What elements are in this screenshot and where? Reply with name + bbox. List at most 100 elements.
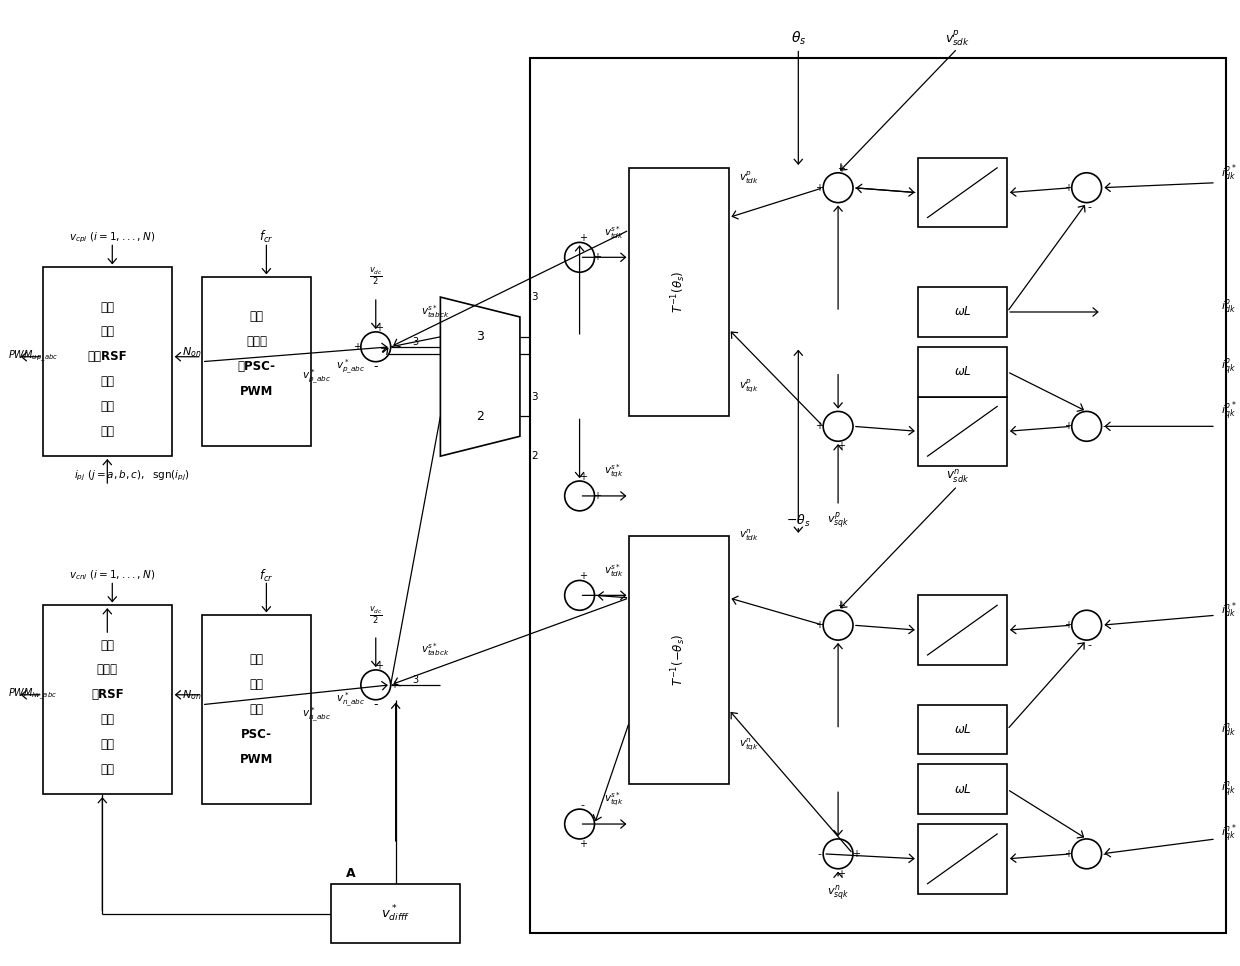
Text: +: + [815, 421, 823, 432]
Polygon shape [440, 298, 520, 456]
Text: -: - [1087, 203, 1091, 213]
Text: -: - [392, 342, 396, 352]
Text: +: + [579, 572, 587, 582]
Text: 下臂: 下臂 [249, 678, 263, 692]
Text: $T^{-1}(-\theta_s)$: $T^{-1}(-\theta_s)$ [670, 634, 688, 686]
Text: A: A [346, 867, 356, 880]
Text: 中的: 中的 [249, 703, 263, 716]
Text: 平衡: 平衡 [100, 400, 114, 412]
Text: PWM: PWM [239, 385, 273, 398]
Text: $v_{cni}\ (i=1,...,N)$: $v_{cni}\ (i=1,...,N)$ [69, 569, 155, 582]
Text: $\omega L$: $\omega L$ [954, 724, 971, 736]
Text: $\omega L$: $\omega L$ [954, 782, 971, 796]
Text: 上臂: 上臂 [100, 326, 114, 338]
Text: +: + [815, 183, 823, 192]
Text: $T^{-1}(\theta_s)$: $T^{-1}(\theta_s)$ [670, 270, 688, 313]
Text: $v^p_{sdk}$: $v^p_{sdk}$ [945, 29, 970, 48]
Text: PSC-: PSC- [241, 728, 272, 741]
Bar [629, 168, 729, 416]
Text: +: + [353, 342, 361, 352]
Text: +: + [1064, 421, 1071, 432]
Text: 每个: 每个 [249, 310, 263, 324]
Text: 3: 3 [532, 292, 538, 302]
Text: 3: 3 [413, 675, 419, 685]
Text: 电压: 电压 [100, 375, 114, 388]
Text: $v^*_{difff}$: $v^*_{difff}$ [381, 903, 410, 923]
Text: $i^{n*}_{qk}$: $i^{n*}_{qk}$ [1221, 823, 1236, 845]
Bar [918, 705, 1007, 754]
Bar [918, 824, 1007, 894]
Text: -: - [854, 183, 858, 192]
Text: +: + [389, 680, 398, 690]
Text: -: - [595, 590, 599, 600]
Text: 2: 2 [532, 451, 538, 461]
Text: $v^*_{p\_abc}$: $v^*_{p\_abc}$ [336, 357, 366, 376]
Text: $\omega L$: $\omega L$ [954, 305, 971, 319]
Text: +: + [815, 620, 823, 630]
Text: $i^{p*}_{dk}$: $i^{p*}_{dk}$ [1221, 162, 1236, 184]
Text: $N_{on}$: $N_{on}$ [182, 345, 202, 358]
Circle shape [1071, 838, 1101, 868]
Circle shape [361, 669, 391, 699]
Text: +: + [1064, 620, 1071, 630]
Text: $i^n_{dk}$: $i^n_{dk}$ [1221, 721, 1235, 738]
Text: -: - [580, 800, 584, 810]
Text: +: + [374, 323, 383, 333]
Text: 上臂中: 上臂中 [246, 335, 267, 349]
Text: +: + [852, 849, 861, 859]
Circle shape [823, 611, 853, 640]
Text: $f_{cr}$: $f_{cr}$ [259, 229, 274, 245]
Text: +: + [837, 164, 846, 174]
Text: +: + [594, 491, 601, 501]
Text: +: + [579, 472, 587, 482]
Text: -: - [373, 360, 378, 373]
Bar [918, 347, 1007, 396]
Bar [918, 396, 1007, 467]
Text: $PWM_{lw\_abc}$: $PWM_{lw\_abc}$ [7, 687, 57, 702]
Text: +: + [837, 441, 846, 451]
Text: $\omega L$: $\omega L$ [954, 365, 971, 378]
Text: -: - [1102, 421, 1106, 432]
Text: 下臂中: 下臂中 [97, 664, 118, 676]
Bar [42, 606, 172, 794]
Bar [331, 884, 460, 944]
Circle shape [564, 581, 594, 611]
Text: 平衡: 平衡 [100, 738, 114, 751]
Text: $v^p_{tqk}$: $v^p_{tqk}$ [739, 378, 759, 395]
Text: $i^n_{qk}$: $i^n_{qk}$ [1221, 780, 1235, 799]
Text: -: - [373, 698, 378, 711]
Bar [202, 277, 311, 446]
Text: $v_{cpi}\ (i=1,...,N)$: $v_{cpi}\ (i=1,...,N)$ [69, 230, 155, 244]
Text: 3: 3 [532, 391, 538, 402]
Text: +: + [1064, 849, 1071, 859]
Text: $i^{n*}_{dk}$: $i^{n*}_{dk}$ [1221, 601, 1236, 620]
Text: $v^{s*}_{tdk}$: $v^{s*}_{tdk}$ [604, 224, 625, 241]
Text: $v^{s*}_{tabck}$: $v^{s*}_{tabck}$ [420, 641, 449, 659]
Bar [918, 595, 1007, 665]
Text: $i^p_{qk}$: $i^p_{qk}$ [1221, 356, 1235, 377]
Text: -: - [854, 421, 858, 432]
Text: -: - [1087, 640, 1091, 650]
Text: -: - [854, 620, 858, 630]
Text: 的PSC-: 的PSC- [237, 360, 275, 373]
Text: 的RSF: 的RSF [91, 689, 124, 701]
Circle shape [823, 412, 853, 441]
Text: 2: 2 [476, 410, 484, 423]
Text: +: + [374, 661, 383, 671]
Circle shape [564, 481, 594, 511]
Text: $v^{s*}_{tabck}$: $v^{s*}_{tabck}$ [420, 303, 449, 321]
Text: 算法: 算法 [100, 763, 114, 776]
Text: $N_{on}$: $N_{on}$ [182, 688, 202, 701]
Bar [918, 287, 1007, 337]
Text: $i^{p*}_{qk}$: $i^{p*}_{qk}$ [1221, 400, 1236, 423]
Bar [629, 536, 729, 784]
Text: 每个: 每个 [249, 653, 263, 667]
Circle shape [361, 332, 391, 361]
Circle shape [823, 838, 853, 868]
Text: 算法: 算法 [100, 425, 114, 438]
Text: 电压: 电压 [100, 713, 114, 726]
Text: -: - [1102, 849, 1106, 859]
Circle shape [1071, 611, 1101, 640]
Text: $v^n_{tqk}$: $v^n_{tqk}$ [739, 736, 759, 753]
Text: $v^*_{n\_abc}$: $v^*_{n\_abc}$ [336, 691, 366, 709]
